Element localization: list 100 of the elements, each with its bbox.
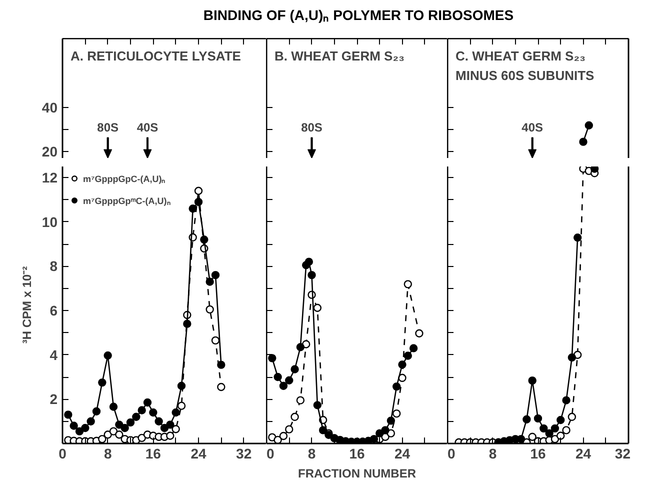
text: BINDING OF (A,U)ₙ POLYMER TO RIBOSOMES bbox=[203, 6, 514, 25]
x-tick-label: 24 bbox=[190, 446, 206, 462]
point bbox=[274, 436, 282, 444]
x-tick-label: 16 bbox=[530, 446, 546, 462]
point bbox=[154, 417, 163, 426]
y-tick-label: 6 bbox=[50, 302, 58, 319]
point bbox=[98, 434, 106, 444]
point bbox=[528, 376, 536, 385]
point bbox=[64, 410, 72, 419]
point bbox=[562, 426, 570, 434]
point bbox=[211, 270, 220, 280]
text: A. RETICULOCYTE LYSATE bbox=[70, 48, 242, 64]
point bbox=[274, 372, 282, 382]
ref-line-label: 80S bbox=[301, 120, 322, 134]
point bbox=[568, 353, 576, 362]
x-tick-label: 16 bbox=[349, 446, 365, 462]
point bbox=[296, 343, 305, 352]
point bbox=[540, 424, 548, 433]
point bbox=[308, 270, 316, 280]
point bbox=[138, 406, 146, 414]
point bbox=[376, 429, 384, 438]
point bbox=[166, 420, 174, 429]
point bbox=[313, 304, 322, 312]
point bbox=[409, 344, 418, 352]
point bbox=[556, 432, 565, 440]
ref-line-label: 40S bbox=[522, 120, 544, 134]
x-tick-label: 16 bbox=[145, 446, 162, 462]
point bbox=[120, 424, 129, 432]
y-tick-label: 10 bbox=[42, 214, 58, 230]
point bbox=[81, 424, 90, 432]
point bbox=[188, 204, 197, 213]
point bbox=[279, 432, 288, 440]
y-tick-label: 12 bbox=[42, 170, 58, 186]
y-tick-label: 2 bbox=[50, 391, 58, 408]
point bbox=[126, 418, 135, 427]
point bbox=[149, 408, 158, 417]
point bbox=[143, 398, 152, 407]
point bbox=[166, 432, 174, 440]
point bbox=[109, 427, 118, 436]
point bbox=[522, 415, 531, 424]
x-tick-label: 32 bbox=[236, 446, 252, 462]
point bbox=[562, 396, 570, 404]
y-axis-title: ³H CPM x 10⁻² bbox=[20, 266, 34, 344]
point bbox=[104, 351, 112, 360]
point bbox=[206, 305, 214, 314]
point bbox=[206, 278, 214, 286]
point bbox=[304, 258, 314, 266]
ref-line-label: 40S bbox=[136, 120, 158, 134]
point bbox=[211, 336, 220, 345]
point bbox=[75, 427, 84, 436]
x-tick-label: 32 bbox=[614, 446, 631, 462]
point bbox=[318, 426, 328, 434]
text: C. WHEAT GERM S₂₃ MINUS 60S SUBUNITS bbox=[456, 48, 595, 83]
point bbox=[200, 236, 208, 244]
point bbox=[568, 412, 576, 421]
point bbox=[590, 166, 599, 173]
point bbox=[573, 234, 582, 242]
point bbox=[177, 402, 186, 410]
point bbox=[313, 401, 322, 410]
point bbox=[534, 414, 542, 423]
point bbox=[268, 354, 276, 362]
point bbox=[296, 396, 305, 404]
point bbox=[194, 198, 203, 206]
point bbox=[545, 429, 554, 438]
x-tick-label: 0 bbox=[58, 446, 67, 462]
point bbox=[404, 352, 412, 360]
point bbox=[556, 416, 565, 424]
point bbox=[160, 424, 169, 432]
y-tick-label: 40 bbox=[42, 100, 58, 116]
x-tick-label: 24 bbox=[394, 446, 410, 462]
x-tick-label: 8 bbox=[488, 446, 497, 462]
point bbox=[290, 412, 299, 421]
ref-line-label: 80S bbox=[97, 120, 119, 134]
point bbox=[172, 408, 180, 417]
point bbox=[550, 434, 560, 444]
legend-label: m⁷GpppGpC-(A,U)ₙ bbox=[83, 172, 166, 184]
x-axis-title: FRACTION NUMBER bbox=[298, 466, 416, 480]
point bbox=[115, 420, 124, 429]
point bbox=[194, 186, 203, 195]
point bbox=[415, 329, 424, 338]
point bbox=[404, 280, 412, 288]
x-tick-label: 8 bbox=[104, 446, 112, 462]
point bbox=[217, 360, 226, 369]
point bbox=[279, 382, 288, 390]
point bbox=[109, 402, 118, 411]
point bbox=[285, 425, 294, 434]
point bbox=[132, 412, 140, 421]
point bbox=[285, 376, 294, 384]
point bbox=[172, 425, 180, 434]
point bbox=[98, 378, 106, 387]
point bbox=[86, 417, 95, 426]
point bbox=[70, 422, 78, 430]
x-tick-label: 8 bbox=[308, 446, 316, 462]
point bbox=[398, 360, 406, 369]
point bbox=[92, 407, 101, 416]
text: B. WHEAT GERM S₂₃ bbox=[274, 48, 404, 64]
y-tick-label: 20 bbox=[42, 143, 58, 160]
point bbox=[217, 382, 226, 392]
x-tick-label: 24 bbox=[575, 446, 592, 462]
x-tick-label: 0 bbox=[448, 446, 456, 462]
